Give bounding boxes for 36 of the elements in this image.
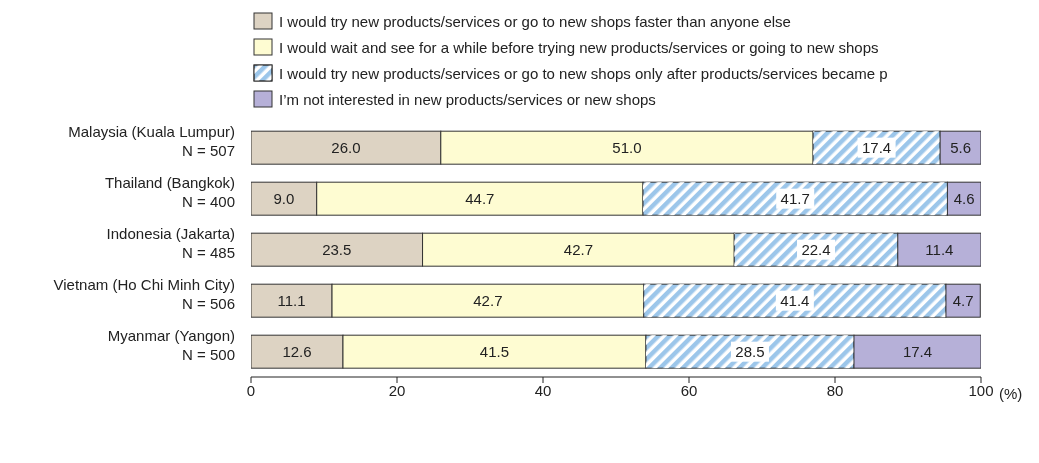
data-label: 51.0 — [612, 138, 642, 156]
data-label: 12.6 — [282, 342, 312, 360]
x-tick-label: 100 — [968, 381, 994, 399]
y-tick-label: Indonesia (Jakarta) N = 485 — [106, 224, 235, 261]
x-tick-label: 80 — [826, 381, 844, 399]
data-label: 41.5 — [479, 342, 510, 360]
x-tick-label: 60 — [680, 381, 698, 399]
data-label: 23.5 — [322, 240, 352, 258]
data-label: 11.4 — [925, 240, 954, 258]
x-tick-label: 0 — [246, 381, 256, 399]
x-tick-label: 40 — [534, 381, 552, 399]
legend-label: I would wait and see for a while before trying new products/services or going to new shops — [279, 38, 879, 56]
data-label: 44.7 — [465, 189, 495, 207]
data-label: 4.7 — [952, 291, 974, 309]
data-label: 4.6 — [953, 189, 975, 207]
y-tick-label: Malaysia (Kuala Lumpur) N = 507 — [68, 122, 235, 159]
legend-label: I’m not interested in new products/services or new shops — [279, 90, 656, 108]
data-label: 17.4 — [902, 342, 933, 360]
data-label: 41.7 — [780, 189, 810, 207]
data-label: 11.1 — [277, 291, 306, 309]
data-label: 42.7 — [563, 240, 594, 258]
data-label: 41.4 — [780, 291, 810, 309]
data-label: 9.0 — [273, 189, 295, 207]
x-axis-title: (%) — [999, 385, 1023, 403]
data-label: 42.7 — [473, 291, 503, 309]
y-tick-label: Vietnam (Ho Chi Minh City) N = 506 — [53, 275, 235, 312]
x-tick-label: 20 — [388, 381, 406, 399]
legend-label: I would try new products/services or go to new shops only after products/services became p — [279, 64, 888, 82]
data-label: 5.6 — [950, 138, 971, 156]
data-label: 26.0 — [331, 138, 361, 156]
y-tick-label: Myanmar (Yangon) N = 500 — [107, 326, 235, 363]
legend-label: I would try new products/services or go to new shops faster than anyone else — [279, 12, 791, 30]
y-tick-label: Thailand (Bangkok) N = 400 — [104, 173, 235, 210]
data-label: 28.5 — [735, 342, 765, 360]
data-label: 22.4 — [801, 240, 831, 258]
data-label: 17.4 — [862, 138, 892, 156]
